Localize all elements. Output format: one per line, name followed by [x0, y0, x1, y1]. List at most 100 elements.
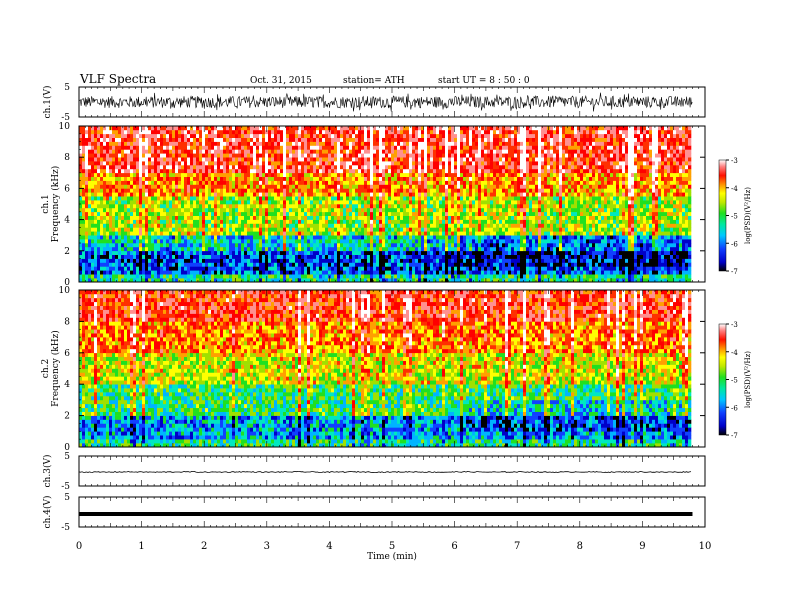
psd-cell	[367, 126, 371, 131]
psd-cell	[145, 250, 149, 255]
psd-cell	[169, 215, 173, 220]
psd-cell	[208, 270, 212, 275]
psd-cell	[304, 168, 308, 174]
psd-cell	[235, 168, 239, 174]
psd-cell	[289, 231, 293, 236]
psd-cell	[301, 219, 305, 224]
psd-cell	[289, 270, 293, 275]
psd-cell	[226, 243, 230, 248]
psd-cell	[94, 235, 98, 240]
psd-cell	[151, 239, 155, 244]
psd-cell	[196, 192, 200, 197]
psd-cell	[334, 161, 338, 166]
psd-cell	[286, 262, 290, 267]
psd-cell	[259, 129, 263, 135]
psd-cell	[433, 153, 437, 158]
psd-cell	[334, 180, 338, 185]
psd-cell	[175, 239, 179, 244]
psd-cell	[349, 274, 353, 279]
psd-cell	[292, 270, 296, 275]
psd-cell	[190, 196, 194, 201]
psd-cell	[196, 204, 200, 209]
psd-cell	[358, 207, 362, 213]
psd-cell	[193, 239, 197, 244]
psd-cell	[235, 207, 239, 213]
psd-cell	[334, 235, 338, 240]
psd-cell	[412, 137, 416, 142]
psd-cell	[418, 266, 422, 271]
psd-cell	[268, 219, 272, 224]
psd-cell	[355, 204, 359, 209]
psd-cell	[247, 278, 251, 283]
psd-cell	[238, 137, 242, 142]
psd-cell	[421, 254, 425, 259]
psd-cell	[154, 219, 158, 224]
psd-cell	[319, 192, 323, 197]
psd-cell	[145, 172, 149, 177]
psd-cell	[382, 126, 386, 131]
psd-cell	[247, 258, 251, 263]
psd-cell	[313, 192, 317, 197]
psd-cell	[352, 262, 356, 267]
psd-cell	[370, 254, 374, 259]
psd-cell	[238, 192, 242, 197]
psd-cell	[274, 235, 278, 240]
psd-cell	[145, 157, 149, 162]
psd-cell	[160, 149, 164, 154]
psd-cell	[367, 165, 371, 170]
psd-cell	[406, 215, 410, 220]
psd-cell	[127, 250, 131, 255]
psd-cell	[370, 133, 374, 138]
psd-cell	[157, 196, 161, 201]
psd-cell	[184, 258, 188, 263]
psd-cell	[427, 215, 431, 220]
psd-cell	[244, 176, 248, 181]
psd-cell	[187, 161, 191, 166]
psd-cell	[250, 215, 254, 220]
psd-cell	[433, 129, 437, 135]
psd-cell	[97, 262, 101, 267]
psd-cell	[139, 211, 143, 216]
psd-cell	[304, 207, 308, 213]
psd-cell	[277, 133, 281, 138]
psd-cell	[262, 278, 266, 283]
psd-cell	[193, 196, 197, 201]
psd-cell	[214, 137, 218, 142]
psd-cell	[364, 176, 368, 181]
psd-cell	[178, 278, 182, 283]
psd-cell	[139, 262, 143, 267]
psd-cell	[304, 227, 308, 232]
psd-cell	[166, 153, 170, 158]
psd-cell	[115, 215, 119, 220]
psd-cell	[169, 129, 173, 135]
psd-cell	[265, 231, 269, 236]
psd-cell	[310, 129, 314, 135]
psd-cell	[214, 262, 218, 267]
psd-cell	[322, 149, 326, 154]
psd-cell	[100, 231, 104, 236]
psd-cell	[241, 258, 245, 263]
psd-cell	[343, 168, 347, 174]
psd-cell	[397, 137, 401, 142]
psd-cell	[121, 188, 125, 193]
psd-cell	[100, 180, 104, 185]
psd-cell	[151, 204, 155, 209]
psd-cell	[100, 184, 104, 189]
psd-cell	[388, 266, 392, 271]
psd-cell	[208, 243, 212, 248]
psd-cell	[187, 270, 191, 275]
psd-cell	[400, 246, 404, 252]
psd-cell	[106, 270, 110, 275]
psd-cell	[418, 180, 422, 185]
psd-cell	[391, 239, 395, 244]
psd-cell	[115, 274, 119, 279]
psd-cell	[214, 145, 218, 150]
psd-cell	[193, 157, 197, 162]
psd-cell	[427, 231, 431, 236]
psd-cell	[220, 262, 224, 267]
psd-cell	[175, 192, 179, 197]
psd-cell	[193, 153, 197, 158]
psd-cell	[304, 239, 308, 244]
psd-cell	[130, 184, 134, 189]
psd-cell	[91, 141, 95, 146]
